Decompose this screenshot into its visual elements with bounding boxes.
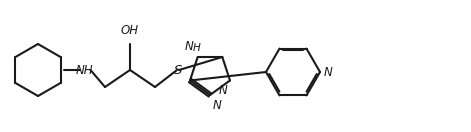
Text: NH: NH	[76, 63, 94, 77]
Text: OH: OH	[121, 24, 139, 37]
Text: N: N	[324, 65, 333, 79]
Text: H: H	[193, 43, 201, 53]
Text: N: N	[213, 99, 222, 112]
Text: N: N	[185, 40, 194, 53]
Text: N: N	[218, 84, 227, 98]
Text: S: S	[174, 63, 182, 77]
